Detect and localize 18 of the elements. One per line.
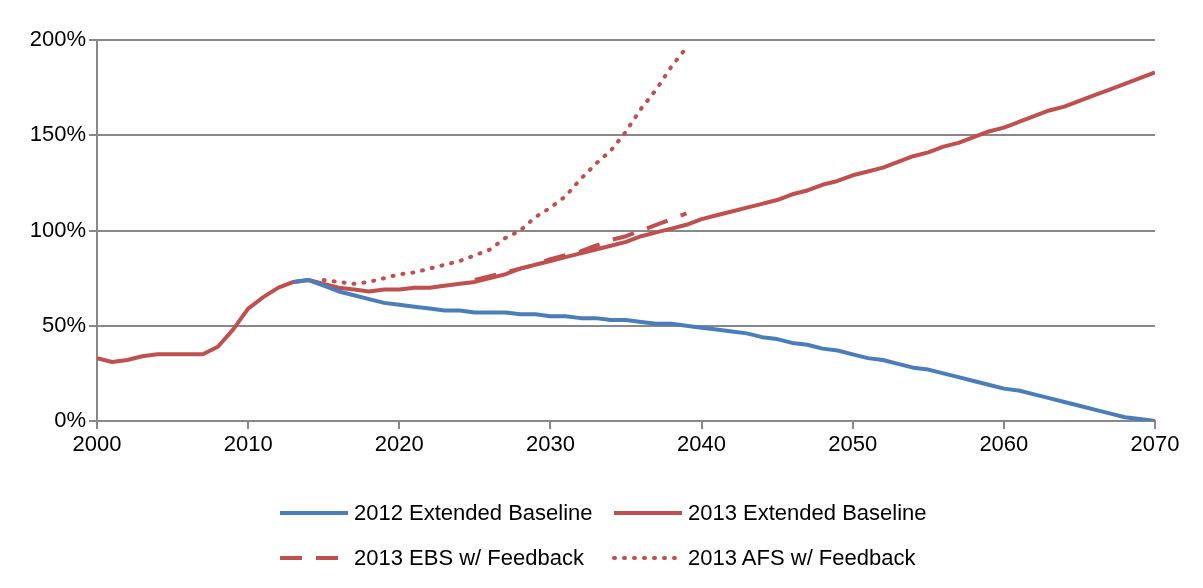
- x-tick-label: 2020: [374, 431, 424, 457]
- y-tick-label: 0%: [54, 407, 86, 433]
- x-tick-label: 2040: [677, 431, 727, 457]
- legend-label: 2013 AFS w/ Feedback: [688, 545, 916, 571]
- x-tick-label: 2070: [1130, 431, 1180, 457]
- y-tick-label: 100%: [29, 216, 86, 242]
- legend-label: 2013 EBS w/ Feedback: [354, 545, 584, 571]
- x-tick-label: 2000: [72, 431, 122, 457]
- y-tick-label: 50%: [41, 311, 86, 337]
- legend-label: 2013 Extended Baseline: [688, 500, 927, 526]
- line-series: [472, 211, 689, 283]
- x-tick-label: 2010: [223, 431, 273, 457]
- x-tick-label: 2030: [525, 431, 575, 457]
- x-tick-label: 2060: [979, 431, 1029, 457]
- y-tick-label: 150%: [29, 121, 86, 147]
- x-tick-label: 2050: [828, 431, 878, 457]
- legend-label: 2012 Extended Baseline: [354, 500, 593, 526]
- y-tick-label: 200%: [29, 26, 86, 52]
